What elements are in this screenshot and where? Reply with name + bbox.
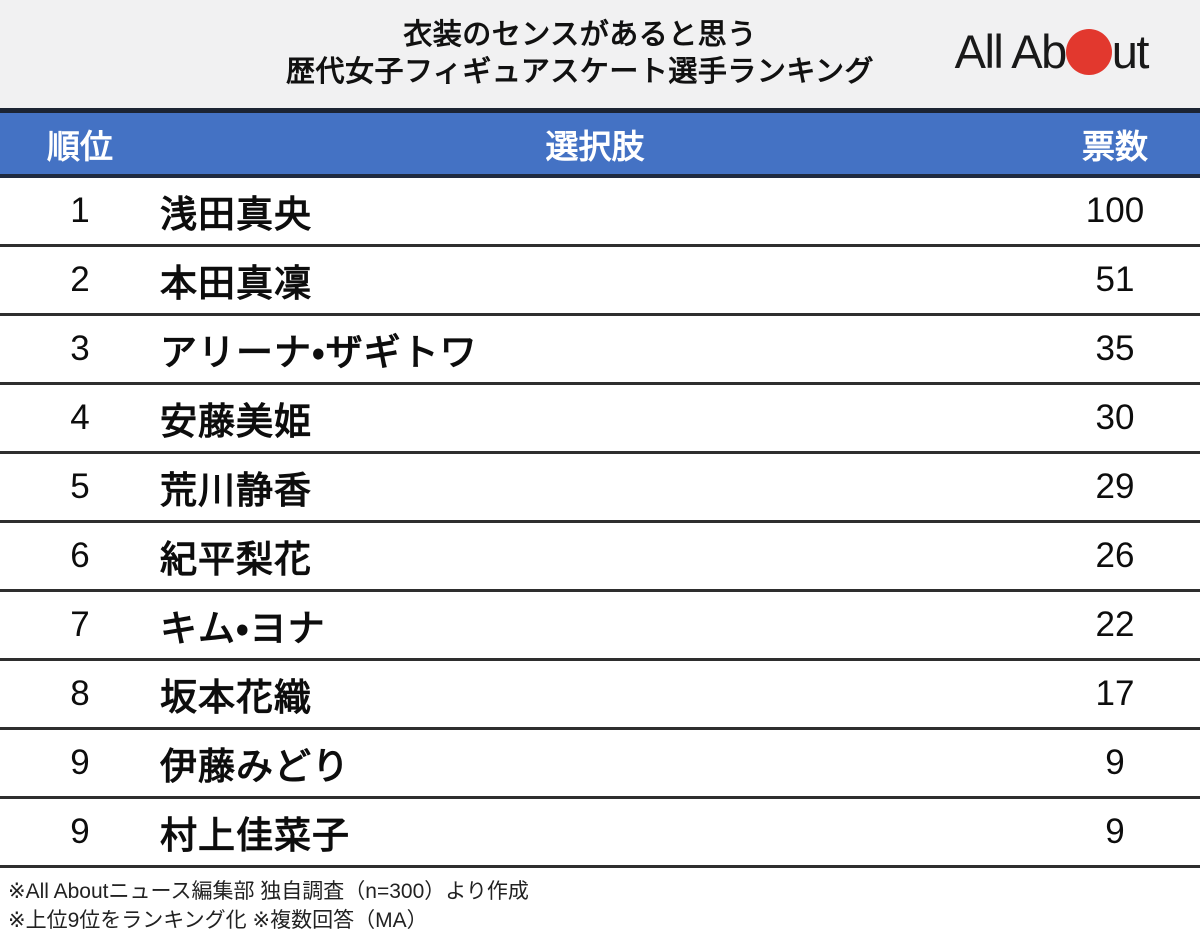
title-bar: 衣装のセンスがあると思う 歴代女子フィギュアスケート選手ランキング All Ab… [0,0,1200,108]
votes-cell: 51 [1095,260,1135,299]
table-row: 1 浅田真央 100 [0,178,1200,247]
rank-cell: 9 [70,812,90,851]
column-header-votes: 票数 [1082,127,1148,165]
allabout-logo: All Ab ut [954,24,1150,79]
table-row: 7 キム・ヨナ 22 [0,592,1200,661]
skater-name-cell: 浅田真央 [160,194,312,235]
footnote-source: ※All Aboutニュース編集部 独自調査（n=300）より作成 [8,880,529,903]
rank-cell: 3 [70,329,90,368]
votes-cell: 9 [1105,812,1125,851]
rank-cell: 9 [70,743,90,782]
rank-cell: 7 [70,605,90,644]
rank-cell: 4 [70,398,90,437]
footnotes: ※All Aboutニュース編集部 独自調査（n=300）より作成 ※上位9位を… [0,868,1200,935]
title-line-1: 衣装のセンスがあると思う [403,19,757,51]
skater-name-cell: 坂本花織 [160,677,312,718]
votes-cell: 29 [1095,467,1135,506]
table-row: 3 アリーナ・ザギトワ 35 [0,316,1200,385]
title-line-2: 歴代女子フィギュアスケート選手ランキング [286,56,874,88]
skater-name-cell: キム・ヨナ [160,608,326,649]
skater-name-cell: 紀平梨花 [160,539,312,580]
table-header-row: 順位 選択肢 票数 [0,113,1200,178]
rank-cell: 1 [70,191,90,230]
column-header-rank: 順位 [47,127,113,165]
page-title: 衣装のセンスがあると思う 歴代女子フィギュアスケート選手ランキング [0,17,1160,91]
table-row: 5 荒川静香 29 [0,454,1200,523]
column-header-choice: 選択肢 [545,127,645,165]
skater-name-cell: アリーナ・ザギトワ [160,332,478,373]
table-body: 1 浅田真央 100 2 本田真凜 51 3 アリーナ・ザギトワ 35 4 安藤… [0,178,1200,868]
skater-name-cell: 本田真凜 [160,263,312,304]
logo-text-left: All Ab [954,25,1068,78]
votes-cell: 26 [1095,536,1135,575]
table-row: 2 本田真凜 51 [0,247,1200,316]
skater-name-cell: 安藤美姫 [160,401,312,442]
header-top-rule [0,108,1200,113]
skater-name-cell: 村上佳菜子 [160,815,350,856]
table-row: 4 安藤美姫 30 [0,385,1200,454]
rank-cell: 5 [70,467,90,506]
logo-red-dot-icon [1065,29,1112,75]
votes-cell: 100 [1085,191,1145,230]
table-row: 6 紀平梨花 26 [0,523,1200,592]
skater-name-cell: 伊藤みどり [160,746,350,787]
rank-cell: 2 [70,260,90,299]
table-row: 9 村上佳菜子 9 [0,799,1200,868]
table-row: 9 伊藤みどり 9 [0,730,1200,799]
skater-name-cell: 荒川静香 [160,470,312,511]
logo-text-right: ut [1111,25,1150,78]
votes-cell: 9 [1105,743,1125,782]
votes-cell: 17 [1095,674,1135,713]
votes-cell: 22 [1095,605,1135,644]
votes-cell: 35 [1095,329,1135,368]
rank-cell: 6 [70,536,90,575]
footnote-method: ※上位9位をランキング化 ※複数回答（MA） [8,909,428,932]
rank-cell: 8 [70,674,90,713]
table-row: 8 坂本花織 17 [0,661,1200,730]
votes-cell: 30 [1095,398,1135,437]
